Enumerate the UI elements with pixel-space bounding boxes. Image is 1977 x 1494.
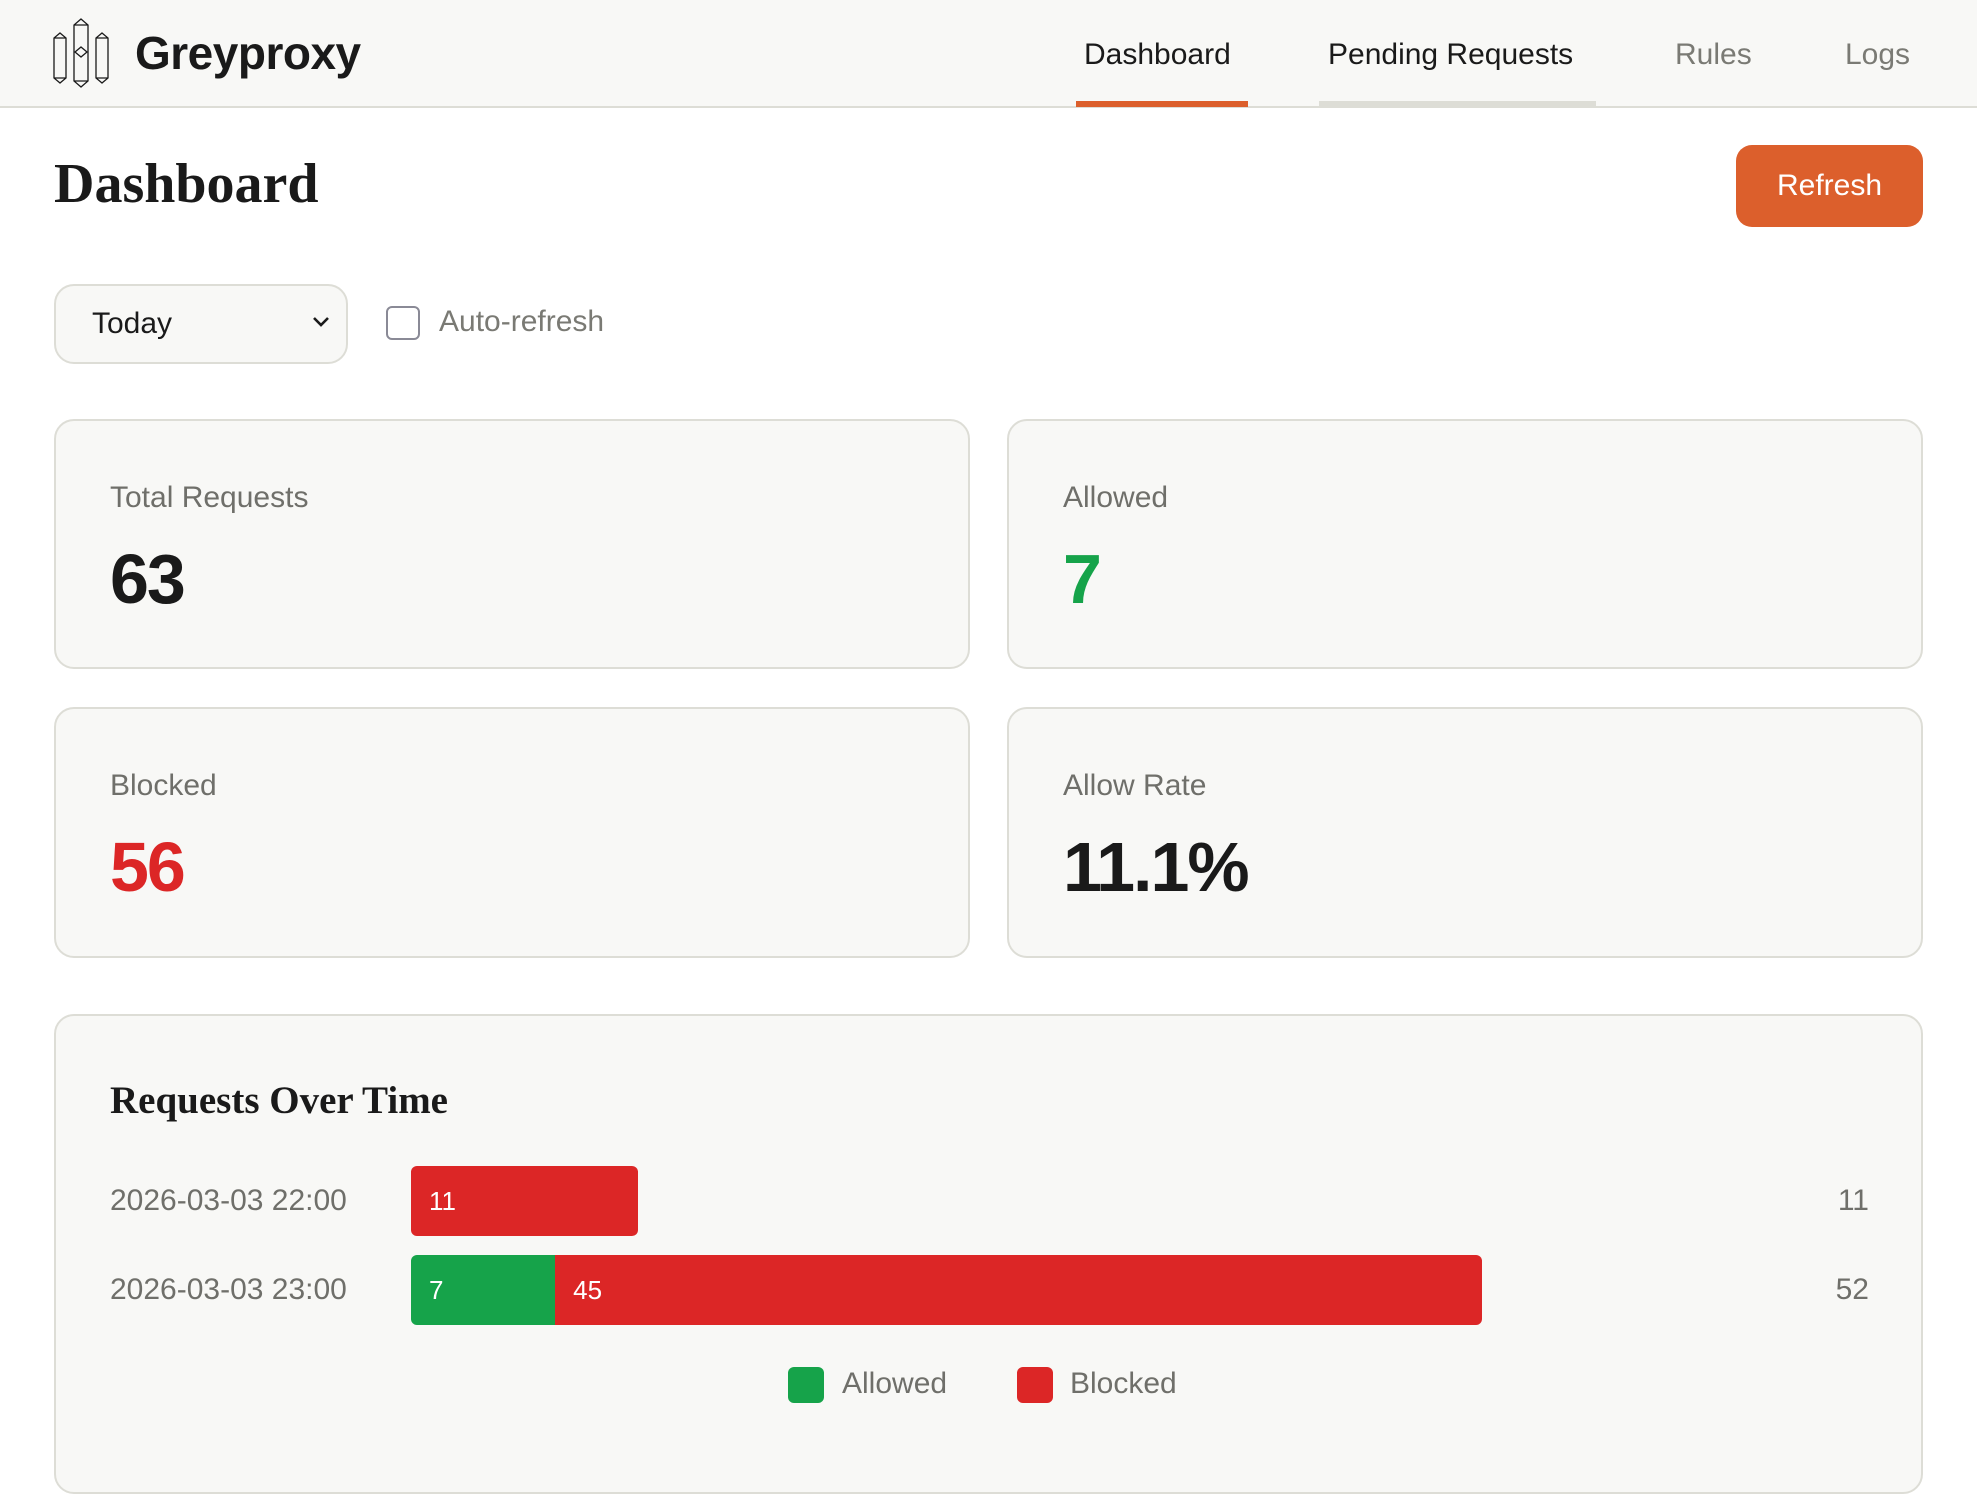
- top-nav-bar: Greyproxy Dashboard Pending Requests Rul…: [0, 0, 1977, 108]
- auto-refresh-label[interactable]: Auto-refresh: [439, 305, 605, 338]
- stat-value: 7: [1063, 540, 1102, 618]
- legend-label-blocked: Blocked: [1070, 1367, 1177, 1400]
- stat-value: 63: [110, 540, 186, 618]
- legend-label-allowed: Allowed: [842, 1367, 948, 1400]
- nav-tab-dashboard[interactable]: Dashboard: [1084, 38, 1231, 71]
- stat-label: Allowed: [1063, 481, 1169, 514]
- stat-card-allowed: Allowed 7: [1007, 419, 1923, 669]
- stat-label: Allow Rate: [1063, 769, 1207, 802]
- auto-refresh-checkbox[interactable]: [386, 306, 420, 340]
- nav-tab-rules[interactable]: Rules: [1675, 38, 1752, 71]
- chart-title: Requests Over Time: [110, 1079, 448, 1122]
- row-label: 2026-03-03 23:00: [110, 1273, 347, 1306]
- chevron-down-icon: [310, 308, 332, 339]
- stat-card-allow-rate: Allow Rate 11.1%: [1007, 707, 1923, 958]
- hover-tab-indicator: [1319, 101, 1596, 107]
- crystal-columns-logo: [53, 18, 109, 88]
- bar-segment-blocked: 45: [555, 1255, 1482, 1325]
- stat-label: Blocked: [110, 769, 217, 802]
- bar-segment-blocked: 11: [411, 1166, 638, 1236]
- row-total: 11: [1837, 1184, 1869, 1217]
- legend-swatch-allowed: [788, 1367, 824, 1403]
- legend-swatch-blocked: [1017, 1367, 1053, 1403]
- stat-value: 56: [110, 828, 186, 906]
- active-tab-indicator: [1076, 101, 1248, 107]
- page-title: Dashboard: [54, 153, 319, 215]
- refresh-button[interactable]: Refresh: [1736, 145, 1923, 227]
- stat-card-blocked: Blocked 56: [54, 707, 970, 958]
- nav-tab-pending-requests[interactable]: Pending Requests: [1328, 38, 1574, 71]
- stat-label: Total Requests: [110, 481, 309, 514]
- stat-card-total: Total Requests 63: [54, 419, 970, 669]
- row-label: 2026-03-03 22:00: [110, 1184, 347, 1217]
- nav-tab-logs[interactable]: Logs: [1845, 38, 1911, 71]
- time-range-select[interactable]: Today: [54, 284, 348, 364]
- requests-over-time-card: [54, 1014, 1923, 1494]
- stat-value: 11.1%: [1063, 828, 1250, 906]
- bar-segment-allowed: 7: [411, 1255, 556, 1325]
- row-total: 52: [1835, 1273, 1869, 1306]
- app-name: Greyproxy: [135, 27, 361, 79]
- time-range-value: Today: [92, 307, 173, 340]
